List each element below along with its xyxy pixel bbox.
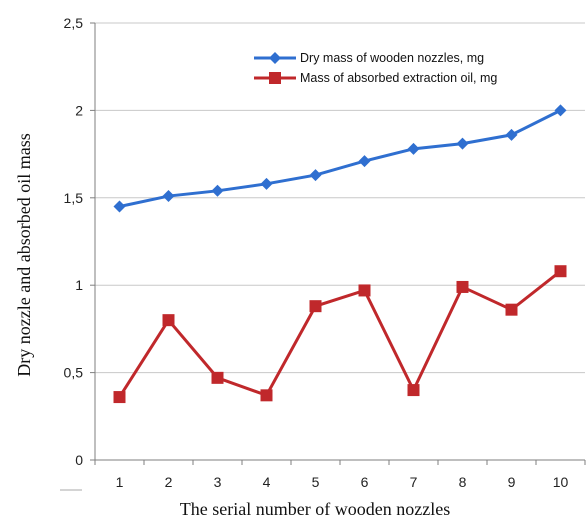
data-point	[211, 184, 224, 197]
data-point	[554, 104, 567, 117]
legend: Dry mass of wooden nozzles, mg Mass of a…	[254, 51, 497, 85]
x-tick-label: 9	[508, 474, 516, 490]
series-line	[118, 270, 562, 398]
x-tick-label: 4	[263, 474, 271, 490]
x-tick-label: 5	[312, 474, 320, 490]
legend-label-dry-mass: Dry mass of wooden nozzles, mg	[300, 51, 484, 65]
y-tick-label: 0	[75, 452, 83, 468]
data-point	[505, 128, 518, 141]
data-point	[358, 284, 371, 297]
y-tick-labels: 0 0,5 1 1,5 2 2,5	[64, 15, 84, 468]
data-point	[309, 169, 322, 182]
data-point	[211, 371, 224, 384]
data-point	[260, 177, 273, 190]
legend-marker-absorbed-oil	[269, 72, 281, 84]
y-tick-label: 2	[75, 102, 83, 118]
x-tick-label: 3	[214, 474, 222, 490]
x-tick-label: 1	[116, 474, 124, 490]
x-tick-label: 10	[553, 474, 569, 490]
data-point	[505, 303, 518, 316]
data-point	[162, 190, 175, 203]
legend-label-absorbed-oil: Mass of absorbed extraction oil, mg	[300, 71, 497, 85]
legend-marker-dry-mass	[269, 52, 281, 64]
data-point	[456, 280, 469, 293]
y-tick-label: 1	[75, 277, 83, 293]
legend-item-dry-mass: Dry mass of wooden nozzles, mg	[254, 51, 484, 65]
data-point	[162, 314, 175, 327]
x-tick-labels: 1 2 3 4 5 6 7 8 9 10	[116, 474, 569, 490]
x-axis-title: The serial number of wooden nozzles	[180, 499, 450, 519]
x-tick-label: 8	[459, 474, 467, 490]
gridlines	[95, 22, 585, 374]
data-point	[407, 142, 420, 155]
series-line	[119, 109, 562, 209]
data-point	[407, 384, 420, 397]
series-0	[113, 104, 567, 213]
data-point	[113, 200, 126, 213]
x-tick-label: 2	[165, 474, 173, 490]
data-point	[113, 391, 126, 404]
x-tick-label: 7	[410, 474, 418, 490]
data-point	[554, 265, 567, 278]
y-tick-label: 2,5	[64, 15, 84, 31]
data-point	[456, 137, 469, 150]
axes	[90, 22, 586, 465]
series-1	[113, 265, 567, 404]
y-tick-label: 0,5	[64, 365, 84, 381]
legend-item-absorbed-oil: Mass of absorbed extraction oil, mg	[254, 71, 497, 85]
series	[113, 104, 567, 404]
x-tick-label: 6	[361, 474, 369, 490]
data-point	[358, 155, 371, 168]
data-point	[260, 389, 273, 402]
y-tick-label: 1,5	[64, 190, 84, 206]
y-axis-title: Dry nozzle and absorbed oil mass	[14, 133, 34, 376]
data-point	[309, 300, 322, 313]
